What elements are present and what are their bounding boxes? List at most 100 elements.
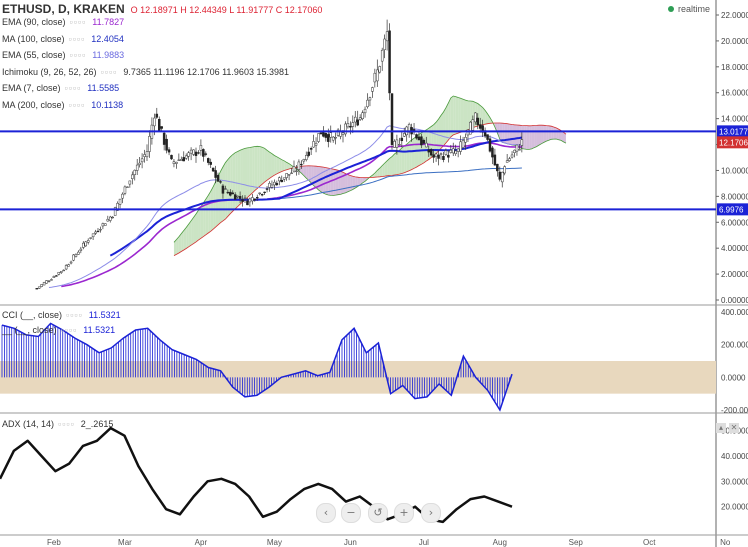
ichimoku-cloud-segment	[389, 156, 392, 176]
ichimoku-cloud-segment	[453, 96, 456, 135]
zoom-out-button[interactable]: −	[341, 503, 361, 523]
candle-body	[219, 181, 222, 183]
candle-body	[57, 271, 61, 275]
ichimoku-cloud-segment	[536, 125, 539, 147]
candle-body	[449, 149, 453, 153]
last-price-label: 12.1706	[719, 138, 748, 147]
candle-body	[287, 174, 291, 176]
candle-body	[376, 69, 379, 82]
candle-body	[133, 169, 136, 175]
ichimoku-cloud-segment	[254, 146, 258, 191]
indicator-legend-row[interactable]: EMA (90, close) ▫▫▫▫ 11.7827	[2, 17, 124, 27]
ichimoku-cloud-segment	[499, 122, 503, 143]
legend-buttons-icon[interactable]: ▫▫▫▫	[100, 66, 118, 77]
indicator-legend-row[interactable]: MA (100, close) ▫▫▫▫ 12.4054	[2, 34, 124, 44]
candle-body	[160, 126, 163, 129]
legend-buttons-icon[interactable]: ▫▫▫▫	[69, 50, 87, 60]
legend-buttons-icon[interactable]: ▫▫▫▫	[64, 83, 82, 93]
legend-buttons-icon[interactable]: ▫▫▫▫	[68, 99, 86, 110]
ichimoku-cloud-segment	[551, 126, 554, 140]
zoom-in-button[interactable]: +	[394, 503, 414, 523]
candle-body	[84, 241, 87, 247]
ichimoku-cloud-segment	[482, 107, 486, 125]
candle-body	[194, 151, 198, 156]
candle-body	[454, 150, 457, 154]
candle-body	[216, 174, 220, 182]
candle-body	[317, 133, 320, 142]
candle-body	[388, 30, 391, 94]
legend-buttons-icon[interactable]: ▫▫▫▫	[69, 17, 87, 27]
candle-body	[89, 237, 92, 239]
candle-body	[444, 150, 448, 155]
candle-body	[476, 117, 479, 126]
candle-body	[520, 139, 524, 146]
candle-body	[226, 191, 230, 194]
ichimoku-cloud-segment	[450, 96, 454, 137]
level-price-label: 6.9976	[719, 205, 744, 214]
candle-body	[91, 233, 95, 238]
cci-legend-1[interactable]: CCI (__, close) ▫▫▫▫ 11.5321	[2, 310, 121, 320]
candle-body	[351, 122, 355, 127]
ichimoku-cloud-segment	[392, 154, 395, 176]
indicator-legend-row[interactable]: Ichimoku (9, 26, 52, 26) ▫▫▫▫ 9.7365 11.11…	[2, 67, 289, 77]
indicator-legend-row[interactable]: EMA (7, close) ▫▫▫▫ 11.5585	[2, 83, 119, 93]
adx-legend-label: ADX (14, 14)	[2, 419, 55, 429]
legend-buttons-icon[interactable]: ▫▫▫▫	[66, 310, 83, 320]
ichimoku-cloud-segment	[553, 126, 557, 140]
candle-body	[96, 230, 100, 233]
ichimoku-cloud-segment	[242, 148, 245, 202]
candle-body	[324, 133, 328, 138]
indicator-value: 11.5585	[87, 83, 120, 93]
candle-body	[167, 149, 171, 153]
candle-body	[229, 191, 232, 196]
candle-body	[400, 137, 404, 142]
ichimoku-cloud-segment	[340, 171, 343, 195]
cci-legend-label-2: __ (__, close)	[2, 325, 57, 335]
candle-body	[403, 133, 406, 137]
candle-body	[224, 188, 227, 190]
candle-body	[116, 203, 119, 211]
y-tick-label: 0.00000	[721, 296, 748, 305]
symbol-label[interactable]: ETHUSD, D, KRAKEN	[2, 2, 125, 16]
legend-buttons-icon[interactable]: ▫▫▫▫	[68, 33, 86, 44]
candle-body	[158, 118, 161, 131]
pane-close-icon[interactable]: ✕	[729, 423, 739, 433]
ichimoku-cloud-segment	[213, 181, 216, 230]
ichimoku-cloud-segment	[355, 176, 358, 189]
indicator-value: 11.7827	[92, 17, 125, 27]
pane-up-icon[interactable]: ▴	[716, 423, 726, 433]
candle-body	[305, 155, 308, 160]
x-tick-label: Mar	[118, 538, 132, 547]
reset-button[interactable]: ↺	[368, 503, 388, 523]
indicator-legend-row[interactable]: MA (200, close) ▫▫▫▫ 10.1138	[2, 100, 123, 110]
candle-body	[64, 265, 68, 270]
candle-body	[417, 136, 421, 141]
cci-legend-2[interactable]: __ (__, close) ▫▫▫▫ 11.5321	[2, 325, 115, 335]
candle-body	[126, 186, 129, 188]
candle-body	[202, 149, 205, 157]
candle-body	[346, 123, 350, 128]
ichimoku-cloud-segment	[448, 97, 451, 140]
candle-body	[153, 117, 156, 127]
candle-body	[62, 269, 65, 272]
cci-legend-value: 11.5321	[88, 310, 121, 320]
candle-body	[148, 136, 151, 152]
candle-body	[398, 144, 401, 146]
candle-body	[204, 153, 208, 155]
ichimoku-cloud-segment	[286, 162, 290, 170]
ichimoku-cloud-segment	[414, 136, 417, 169]
candle-body	[363, 108, 367, 114]
indicator-legend-row[interactable]: EMA (55, close) ▫▫▫▫ 11.9883	[2, 50, 124, 60]
candle-body	[501, 171, 504, 183]
x-tick-label: Aug	[493, 538, 507, 547]
candle-body	[498, 171, 502, 180]
scroll-left-button[interactable]: ‹	[316, 503, 336, 523]
legend-buttons-icon[interactable]: ▫▫▫▫	[60, 325, 78, 335]
ichimoku-cloud-segment	[303, 165, 307, 179]
adx-legend[interactable]: ADX (14, 14) ▫▫▫▫ 2_.2615	[2, 419, 113, 429]
legend-buttons-icon[interactable]: ▫▫▫▫	[58, 419, 75, 429]
indicator-label: Ichimoku (9, 26, 52, 26)	[2, 66, 97, 77]
scroll-right-button[interactable]: ›	[421, 503, 441, 523]
ichimoku-cloud-segment	[274, 155, 277, 176]
candle-body	[447, 154, 450, 158]
